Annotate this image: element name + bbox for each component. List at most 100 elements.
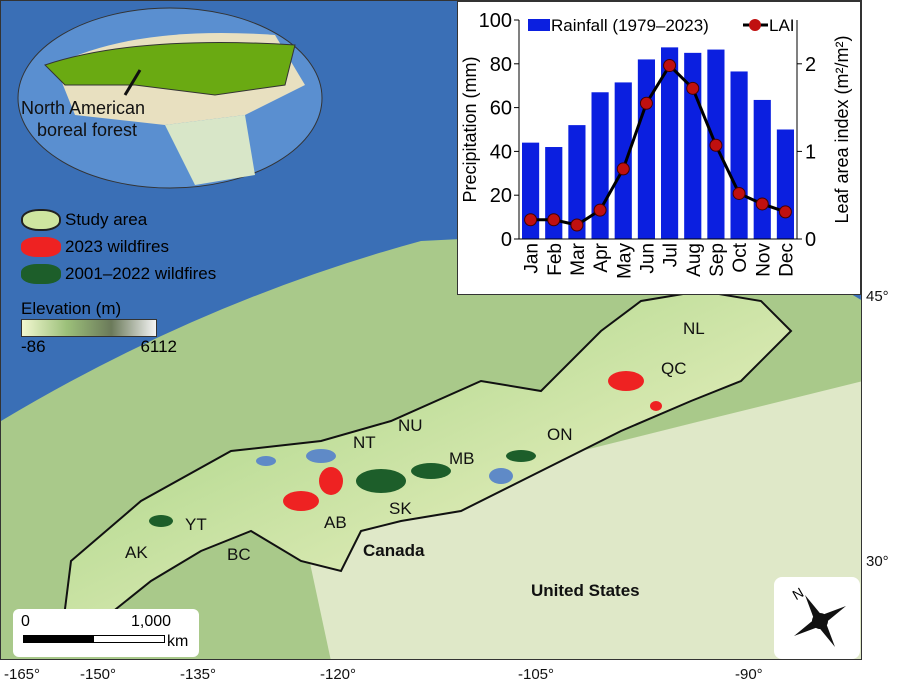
arrow-icon <box>123 69 142 96</box>
legend-lai-marker <box>749 19 761 31</box>
x-tick-label: Feb <box>545 243 566 276</box>
region-label-nu: NU <box>398 416 423 435</box>
lai-point <box>686 81 700 95</box>
region-label-bc: BC <box>227 545 251 564</box>
y-tick-label: 40 <box>490 141 512 163</box>
y-right-tick-label: 2 <box>805 54 816 76</box>
lai-point <box>570 218 584 232</box>
climate-chart: 0 20 40 60 80 100 0 1 2 Jan Feb Mar Apr May Jun Jul Aug S… <box>457 1 861 295</box>
lai-point <box>639 96 653 110</box>
lai-point <box>593 203 607 217</box>
legend-rainfall-swatch <box>528 19 550 31</box>
elevation-title: Elevation (m) <box>21 299 122 318</box>
compass-icon: N <box>790 584 846 647</box>
inset-label-line1: North American <box>21 98 146 118</box>
compass-rose: N <box>774 577 860 659</box>
lakes <box>256 449 513 484</box>
x-tick-label: May <box>614 243 635 279</box>
scale-unit: km <box>167 633 189 650</box>
y-tick-label: 20 <box>490 185 512 207</box>
x-tick-label: Sep <box>707 243 728 277</box>
lon-tick: -120° <box>320 666 357 683</box>
rainfall-bar <box>637 59 655 239</box>
y-right-tick-label: 0 <box>805 229 816 251</box>
y-tick-label: 80 <box>490 54 512 76</box>
x-tick-label: Jun <box>637 243 658 274</box>
scale-start: 0 <box>21 613 30 630</box>
study-area-swatch <box>21 208 61 231</box>
map: North American boreal forest Study area … <box>0 0 862 660</box>
scale-end: 1,000 <box>131 613 172 630</box>
elevation-min: -86 <box>21 337 46 356</box>
lai-point <box>547 213 561 227</box>
wildfires-2001-2022 <box>149 450 536 527</box>
wildfires-2023 <box>283 371 662 511</box>
region-label-sk: SK <box>389 499 412 518</box>
y-right-axis-title: Leaf area index (m²/m²) <box>832 35 852 223</box>
rainfall-bar <box>753 99 771 239</box>
country-label-canada: Canada <box>363 541 425 560</box>
region-label-ak: AK <box>125 543 148 562</box>
x-tick-label: Nov <box>753 243 774 277</box>
x-tick-label: Jul <box>661 243 682 267</box>
legend-lai-label: LAI <box>769 16 795 35</box>
rainfall-bar <box>776 129 794 239</box>
legend-label: 2023 wildfires <box>65 236 169 256</box>
x-tick-label: Oct <box>730 242 751 272</box>
rainfall-bar <box>568 125 586 239</box>
lai-point <box>524 213 538 227</box>
lai-point <box>778 205 792 219</box>
lai-point <box>755 197 769 211</box>
region-label-nt: NT <box>353 433 376 452</box>
lai-point <box>663 59 677 73</box>
region-label-yt: YT <box>185 515 207 534</box>
rainfall-bar <box>661 47 679 239</box>
rainfall-bar <box>591 92 609 240</box>
lat-tick: 45° <box>866 288 889 305</box>
region-label-qc: QC <box>661 359 687 378</box>
region-label-on: ON <box>547 425 573 444</box>
lon-tick: -165° <box>4 666 41 683</box>
svg-text:N: N <box>790 584 807 603</box>
x-tick-label: Dec <box>776 243 797 277</box>
y-tick-label: 0 <box>501 229 512 251</box>
lai-point <box>732 186 746 200</box>
legend-item-2001-2022: 2001–2022 wildfires <box>21 260 216 287</box>
y-tick-label: 100 <box>479 10 512 32</box>
x-tick-label: Jan <box>522 243 543 274</box>
x-tick-label: Mar <box>568 242 589 275</box>
globe-inset: North American boreal forest <box>15 5 325 191</box>
y-axis-title: Precipitation (mm) <box>460 56 480 202</box>
scale-bar: 0 1,000 km <box>13 609 199 657</box>
legend-label: 2001–2022 wildfires <box>65 263 217 283</box>
lat-tick: 30° <box>866 553 889 570</box>
inset-label-line2: boreal forest <box>37 120 138 140</box>
y-tick-label: 60 <box>490 98 512 120</box>
legend: Study area 2023 wildfires 2001–2022 wild… <box>21 206 216 287</box>
legend-rainfall-label: Rainfall (1979–2023) <box>551 16 709 35</box>
elevation-legend: Elevation (m) -86 6112 <box>21 299 177 357</box>
wildfire-2001-2022-swatch <box>21 263 61 284</box>
y-right-tick-label: 1 <box>805 141 816 163</box>
boreal-forest-region <box>44 42 296 96</box>
region-label-mb: MB <box>449 449 475 468</box>
region-label-ab: AB <box>324 513 347 532</box>
legend-item-2023: 2023 wildfires <box>21 233 216 260</box>
lon-tick: -90° <box>735 666 763 683</box>
elevation-max: 6112 <box>140 337 177 356</box>
legend-label: Study area <box>65 209 148 229</box>
x-tick-label: Apr <box>591 242 612 272</box>
lon-tick: -150° <box>80 666 117 683</box>
country-label-united-states: United States <box>531 581 640 600</box>
lai-point <box>709 138 723 152</box>
rainfall-bar <box>614 82 632 239</box>
elevation-colorbar <box>21 319 157 337</box>
region-label-nl: NL <box>683 319 705 338</box>
legend-item-study-area: Study area <box>21 206 216 233</box>
lai-point <box>616 162 630 176</box>
united-states-land <box>301 381 861 659</box>
lon-tick: -105° <box>518 666 555 683</box>
wildfire-2023-swatch <box>21 236 61 257</box>
lon-tick: -135° <box>180 666 217 683</box>
x-tick-label: Aug <box>684 243 705 277</box>
